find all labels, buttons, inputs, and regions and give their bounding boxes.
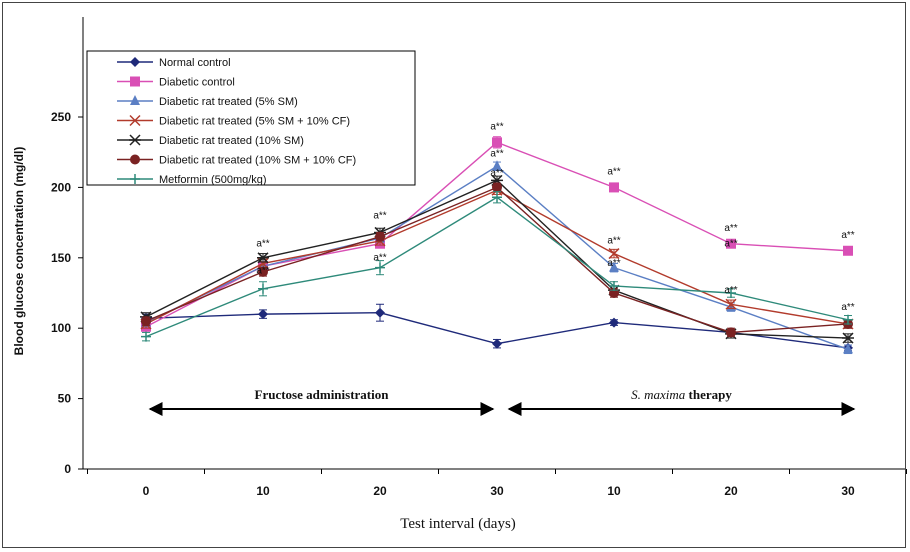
point-marker [842, 332, 854, 344]
point-marker [141, 316, 151, 327]
point-marker [141, 331, 151, 342]
x-axis-title: Test interval (days) [400, 516, 516, 532]
significance-label: a** [256, 239, 269, 250]
legend: Normal control Diabetic control Diabetic r… [86, 50, 416, 186]
point-marker [130, 57, 140, 67]
significance-label: a** [373, 253, 386, 264]
legend-item: Diabetic rat treated (5% SM + 10% CF) [117, 114, 350, 128]
point-marker [492, 192, 502, 203]
legend-item: Diabetic rat treated (10% SM + 10% CF) [117, 154, 356, 167]
significance-label: a** [490, 122, 503, 133]
legend-label: Diabetic rat treated (5% SM) [159, 96, 298, 108]
point-marker [258, 309, 268, 320]
point-marker [726, 238, 736, 249]
point-marker [130, 95, 140, 105]
y-axis-title: Blood glucose concentration (mg/dl) [12, 147, 26, 356]
point-marker [375, 231, 385, 242]
legend-label: Diabetic rat treated (10% SM + 10% CF) [159, 155, 356, 167]
x-tick-label: 30 [841, 484, 855, 498]
x-tick-label: 30 [490, 484, 504, 498]
point-marker [130, 154, 140, 165]
y-tick-label: 100 [51, 321, 71, 335]
phase-label-text: therapy [689, 387, 733, 402]
point-marker [725, 298, 737, 310]
point-marker [375, 307, 385, 318]
point-marker [258, 266, 268, 277]
point-marker [129, 114, 141, 127]
legend-label: Diabetic rat treated (5% SM + 10% CF) [159, 116, 350, 128]
point-marker [492, 137, 502, 148]
legend-label: Diabetic control [159, 77, 235, 89]
legend-item: Diabetic rat treated (5% SM) [117, 95, 298, 108]
legend-item: Normal control [117, 57, 231, 69]
x-tick-label: 10 [256, 484, 270, 498]
point-marker [375, 262, 385, 273]
point-marker [130, 76, 140, 87]
series-line [145, 196, 849, 338]
point-marker [843, 314, 853, 325]
phase-label-italic: S. maxima [631, 387, 688, 402]
point-marker [608, 248, 620, 260]
point-marker [130, 174, 140, 184]
point-marker [258, 283, 268, 294]
significance-label: a** [841, 302, 854, 313]
series-0 [141, 303, 853, 353]
significance-label: a** [490, 168, 503, 179]
point-marker [492, 182, 502, 193]
legend-box [86, 50, 416, 186]
y-tick-label: 200 [51, 180, 71, 194]
legend-item: Diabetic rat treated (10% SM) [117, 134, 304, 147]
series-6 [141, 191, 853, 342]
significance-label: a** [256, 265, 269, 276]
significance-label: a** [607, 258, 620, 269]
phase-label: S. maxima therapy [631, 387, 732, 402]
point-marker [492, 160, 502, 171]
legend-label: Normal control [159, 57, 231, 69]
y-tick-label: 0 [64, 462, 71, 476]
point-marker [609, 317, 619, 328]
significance-label: a** [724, 285, 737, 296]
x-tick-label: 20 [724, 484, 738, 498]
point-marker [726, 288, 736, 298]
phase-label: Fructose administration [255, 387, 390, 402]
significance-label: a** [724, 239, 737, 250]
point-marker [492, 338, 502, 349]
significance-label: a** [373, 210, 386, 221]
blood-glucose-line-chart: 0 50 100 150 200 250 0 10 20 30 10 20 30 Blood glucos… [12, 17, 907, 532]
point-marker [609, 280, 619, 291]
point-marker [843, 245, 853, 256]
legend-label: Diabetic rat treated (10% SM) [159, 135, 304, 147]
point-marker [609, 182, 619, 193]
significance-label: a** [607, 167, 620, 178]
legend-label: Metformin (500mg/kg) [159, 174, 267, 186]
y-tick-label: 150 [51, 251, 71, 265]
legend-item: Metformin (500mg/kg) [117, 174, 267, 186]
significance-label: a** [490, 148, 503, 159]
significance-label: a** [724, 223, 737, 234]
y-tick-label: 50 [58, 392, 72, 406]
point-marker [726, 327, 736, 338]
x-tick-label: 10 [607, 484, 621, 498]
point-marker [257, 252, 269, 264]
x-tick-label: 20 [373, 484, 387, 498]
y-tick-label: 250 [51, 110, 71, 124]
series-line [145, 189, 849, 325]
point-marker [129, 134, 141, 146]
point-marker [843, 343, 853, 354]
significance-label: a** [841, 230, 854, 241]
series-3 [140, 184, 854, 330]
point-marker [609, 261, 619, 272]
legend-item: Diabetic control [117, 76, 235, 89]
x-tick-label: 0 [143, 484, 150, 498]
significance-label: a** [607, 236, 620, 247]
